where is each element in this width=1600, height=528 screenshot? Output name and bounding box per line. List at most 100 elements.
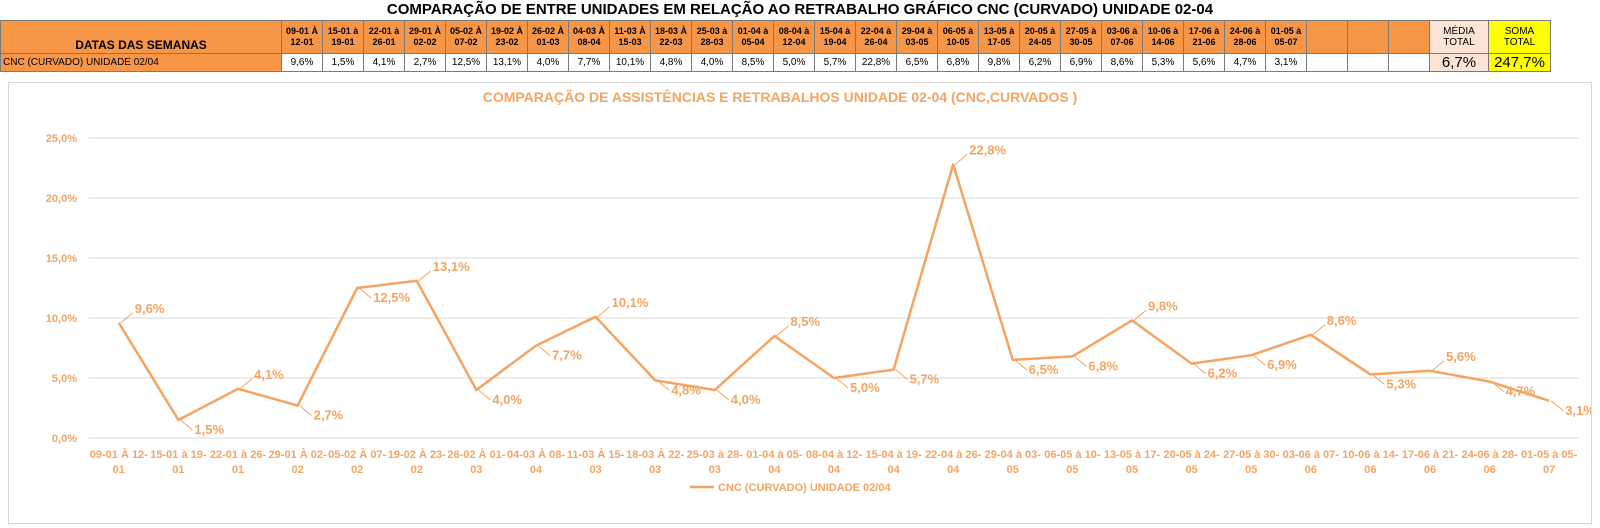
x-tick-label: 13-05 à 17-05 — [1104, 449, 1161, 476]
week-value-cell[interactable]: 4,7% — [1224, 53, 1266, 72]
week-value-cell[interactable]: 7,7% — [568, 53, 610, 72]
data-label-leader — [299, 405, 312, 416]
data-label: 5,3% — [1386, 376, 1416, 391]
week-value-cell[interactable]: 4,0% — [527, 53, 569, 72]
week-header-cell[interactable]: 24-06 à 28-06 — [1224, 20, 1266, 54]
week-value-cell[interactable]: 5,7% — [814, 53, 856, 72]
week-value-cell[interactable]: 3,1% — [1265, 53, 1307, 72]
week-header-cell[interactable]: 06-05 à 10-05 — [937, 20, 979, 54]
empty-header-cell[interactable] — [1388, 20, 1430, 54]
week-header-cell[interactable]: 10-06 à 14-06 — [1142, 20, 1184, 54]
week-value-cell[interactable]: 9,8% — [978, 53, 1020, 72]
week-header-cell[interactable]: 03-06 à 07-06 — [1101, 20, 1143, 54]
week-value-cell[interactable]: 8,5% — [732, 53, 774, 72]
week-value-cell[interactable]: 8,6% — [1101, 53, 1143, 72]
week-value-cell[interactable]: 1,5% — [322, 53, 364, 72]
week-header-cell[interactable]: 20-05 à 24-05 — [1019, 20, 1061, 54]
data-label-leader — [1252, 354, 1266, 366]
sum-value[interactable]: 247,7% — [1488, 53, 1551, 72]
week-value-cell[interactable]: 5,3% — [1142, 53, 1184, 72]
week-value-cell[interactable]: 5,6% — [1183, 53, 1225, 72]
row-label[interactable]: CNC (CURVADO) UNIDADE 02/04 — [0, 53, 282, 72]
average-header[interactable]: MÉDIA TOTAL — [1429, 20, 1489, 54]
week-header-cell[interactable]: 19-02 À 23-02 — [486, 20, 528, 54]
data-label: 6,5% — [1029, 362, 1059, 377]
week-header-cell[interactable]: 11-03 À 15-03 — [609, 20, 651, 54]
chart-area: COMPARAÇÃO DE ASSISTÊNCIAS E RETRABALHOS… — [8, 82, 1592, 524]
sum-header[interactable]: SOMA TOTAL — [1488, 20, 1551, 54]
data-label: 5,7% — [910, 372, 940, 387]
legend-label: CNC (CURVADO) UNIDADE 02/04 — [718, 482, 891, 494]
week-value-cell[interactable]: 12,5% — [445, 53, 487, 72]
week-header-cell[interactable]: 13-05 à 17-05 — [978, 20, 1020, 54]
data-label-leader — [180, 419, 193, 431]
week-value-cell[interactable]: 2,7% — [404, 53, 446, 72]
week-header-cell[interactable]: 29-01 À 02-02 — [404, 20, 446, 54]
data-label-leader — [1312, 324, 1326, 336]
series-line-group — [117, 163, 1550, 422]
legend: CNC (CURVADO) UNIDADE 02/04 — [690, 482, 891, 494]
week-value-cell[interactable]: 5,0% — [773, 53, 815, 72]
week-header-cell[interactable]: 29-04 à 03-05 — [896, 20, 938, 54]
x-tick-label: 25-03 à 28-03 — [687, 449, 744, 476]
x-tick-label: 08-04 à 12-04 — [806, 449, 863, 476]
week-header-cell[interactable]: 15-01 à 19-01 — [322, 20, 364, 54]
x-tick-label: 20-05 à 24-05 — [1163, 449, 1220, 476]
data-label: 6,9% — [1267, 357, 1297, 372]
week-value-cell[interactable]: 6,2% — [1019, 53, 1061, 72]
y-axis-ticks: 0,0% 5,0% 10,0% 15,0% 20,0% 25,0% — [46, 133, 77, 445]
x-tick-label: 01-05 à 05-07 — [1521, 449, 1578, 476]
week-value-cell[interactable]: 6,9% — [1060, 53, 1102, 72]
week-header-cell[interactable]: 26-02 À 01-03 — [527, 20, 569, 54]
week-value-cell[interactable]: 6,5% — [896, 53, 938, 72]
week-header-cell[interactable]: 27-05 à 30-05 — [1060, 20, 1102, 54]
data-label-leader — [895, 369, 908, 380]
data-label-leader — [835, 377, 849, 389]
week-value-cell[interactable]: 4,1% — [363, 53, 405, 72]
week-header-cell[interactable]: 08-04 à 12-04 — [773, 20, 815, 54]
x-tick-label: 01-04 à 05-04 — [746, 449, 803, 476]
x-tick-label: 05-02 À 07-02 — [328, 448, 386, 476]
week-header-cell[interactable]: 15-04 à 19-04 — [814, 20, 856, 54]
data-label: 3,1% — [1565, 403, 1591, 418]
week-value-cell[interactable]: 4,0% — [691, 53, 733, 72]
week-value-cell[interactable]: 9,6% — [281, 53, 323, 72]
empty-value-cell[interactable] — [1306, 53, 1348, 72]
data-label: 1,5% — [194, 422, 224, 437]
empty-header-cell[interactable] — [1347, 20, 1389, 54]
x-tick-label: 15-01 à 19-01 — [150, 449, 207, 476]
empty-value-cell[interactable] — [1347, 53, 1389, 72]
week-header-cell[interactable]: 18-03 À 22-03 — [650, 20, 692, 54]
data-label-leader — [1431, 360, 1445, 372]
week-header-cell[interactable]: 01-04 à 05-04 — [732, 20, 774, 54]
empty-value-cell[interactable] — [1388, 53, 1430, 72]
data-label-leader — [239, 378, 253, 390]
average-value[interactable]: 6,7% — [1429, 53, 1489, 72]
row-header-label[interactable]: DATAS DAS SEMANAS — [0, 20, 282, 54]
week-header-cell[interactable]: 01-05 à 05-07 — [1265, 20, 1307, 54]
week-value-cell[interactable]: 22,8% — [855, 53, 897, 72]
data-label-leader — [120, 312, 134, 324]
x-tick-label: 15-04 à 19-04 — [865, 449, 922, 476]
week-value-cell[interactable]: 6,8% — [937, 53, 979, 72]
x-tick-label: 19-02 À 23-02 — [388, 448, 446, 476]
week-header-cell[interactable]: 22-01 à 26-01 — [363, 20, 405, 54]
data-label: 8,5% — [790, 314, 820, 329]
data-label-leader — [1133, 310, 1147, 321]
week-header-cell[interactable]: 25-03 à 28-03 — [691, 20, 733, 54]
data-label-leader — [954, 154, 968, 165]
data-label: 4,8% — [671, 382, 701, 397]
week-header-cell[interactable]: 09-01 À 12-01 — [281, 20, 323, 54]
y-tick-label: 20,0% — [46, 193, 77, 205]
data-label-leader — [597, 306, 610, 318]
empty-header-cell[interactable] — [1306, 20, 1348, 54]
week-value-cell[interactable]: 10,1% — [609, 53, 651, 72]
week-header-cell[interactable]: 04-03 À 08-04 — [568, 20, 610, 54]
week-value-cell[interactable]: 13,1% — [486, 53, 528, 72]
week-header-cell[interactable]: 17-06 à 21-06 — [1183, 20, 1225, 54]
week-header-cell[interactable]: 05-02 À 07-02 — [445, 20, 487, 54]
week-header-cell[interactable]: 22-04 à 26-04 — [855, 20, 897, 54]
data-label: 5,0% — [850, 380, 880, 395]
week-value-cell[interactable]: 4,8% — [650, 53, 692, 72]
